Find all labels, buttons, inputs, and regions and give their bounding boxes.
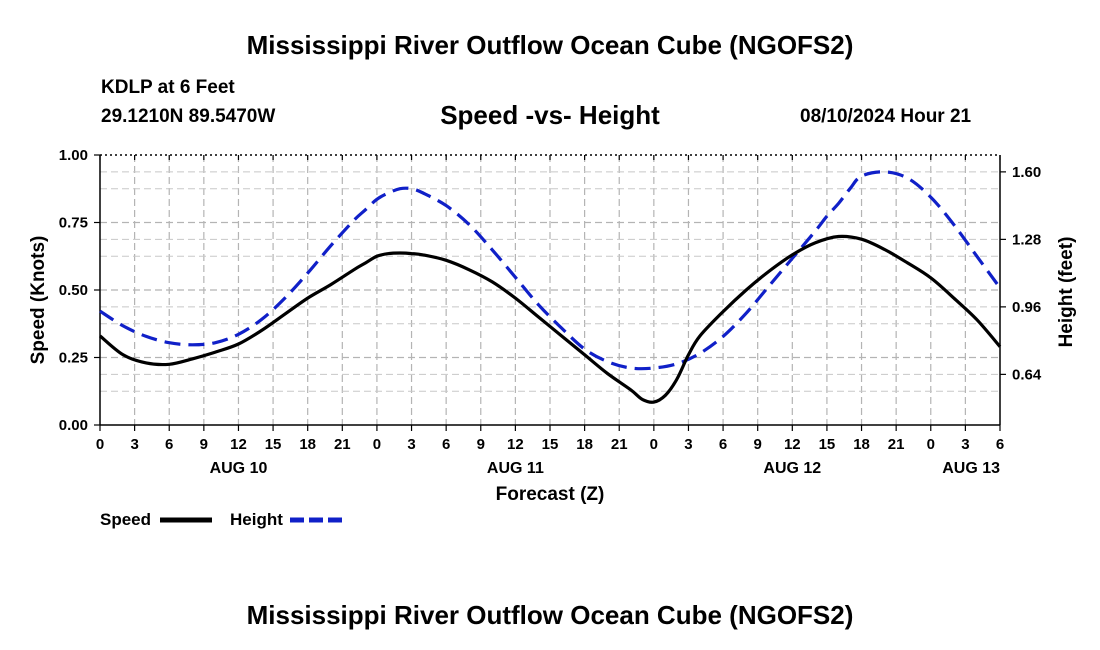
x-tick-label: 15 [819, 436, 836, 453]
x-tick-label: 0 [650, 436, 658, 453]
x-tick-label: 3 [407, 436, 415, 453]
y-right-tick-label: 1.60 [1012, 164, 1041, 181]
legend-label-speed: Speed [100, 510, 151, 529]
x-tick-label: 12 [784, 436, 801, 453]
x-tick-label: 0 [927, 436, 935, 453]
y-left-tick-label: 0.25 [59, 350, 88, 367]
chart-subtitle: Speed -vs- Height [440, 100, 660, 130]
x-tick-label: 21 [611, 436, 628, 453]
x-tick-label: 0 [373, 436, 381, 453]
x-tick-label: 18 [299, 436, 316, 453]
legend-label-height: Height [230, 510, 283, 529]
x-tick-label: 18 [576, 436, 593, 453]
y-right-tick-label: 1.28 [1012, 231, 1041, 248]
y-right-tick-label: 0.64 [1012, 366, 1042, 383]
x-tick-label: 6 [165, 436, 173, 453]
x-date-label: AUG 10 [210, 460, 268, 477]
x-tick-label: 9 [754, 436, 762, 453]
x-tick-label: 18 [853, 436, 870, 453]
chart-footer-title: Mississippi River Outflow Ocean Cube (NG… [246, 600, 854, 630]
series-line-height [99, 170, 1002, 371]
x-tick-label: 9 [200, 436, 208, 453]
y-left-tick-label: 1.00 [59, 147, 88, 164]
x-date-label: AUG 12 [763, 460, 821, 477]
x-tick-label: 12 [230, 436, 247, 453]
series-line-speed [98, 234, 1002, 404]
x-tick-label: 12 [507, 436, 524, 453]
x-tick-label: 3 [684, 436, 692, 453]
x-tick-label: 15 [265, 436, 282, 453]
y-left-tick-label: 0.75 [59, 215, 88, 232]
chart-main-title: Mississippi River Outflow Ocean Cube (NG… [246, 30, 854, 60]
x-tick-label: 9 [477, 436, 485, 453]
station-label: KDLP at 6 Feet [101, 77, 235, 98]
y-left-tick-label: 0.50 [59, 282, 88, 299]
x-date-label: AUG 13 [942, 460, 1000, 477]
y-right-axis-title: Height (feet) [1056, 237, 1077, 348]
forecast-datestamp: 08/10/2024 Hour 21 [800, 106, 972, 127]
x-tick-label: 21 [334, 436, 351, 453]
y-left-axis-title: Speed (Knots) [28, 236, 49, 365]
x-tick-label: 0 [96, 436, 104, 453]
x-tick-label: 6 [719, 436, 727, 453]
x-tick-label: 15 [542, 436, 559, 453]
y-left-tick-label: 0.00 [59, 417, 88, 434]
x-axis-title: Forecast (Z) [496, 484, 605, 505]
station-coordinates: 29.1210N 89.5470W [101, 106, 276, 127]
x-tick-label: 21 [888, 436, 905, 453]
x-tick-label: 3 [961, 436, 969, 453]
x-tick-label: 6 [442, 436, 450, 453]
x-tick-label: 6 [996, 436, 1004, 453]
y-right-tick-label: 0.96 [1012, 299, 1041, 316]
x-tick-label: 3 [130, 436, 138, 453]
x-date-label: AUG 11 [487, 460, 544, 477]
